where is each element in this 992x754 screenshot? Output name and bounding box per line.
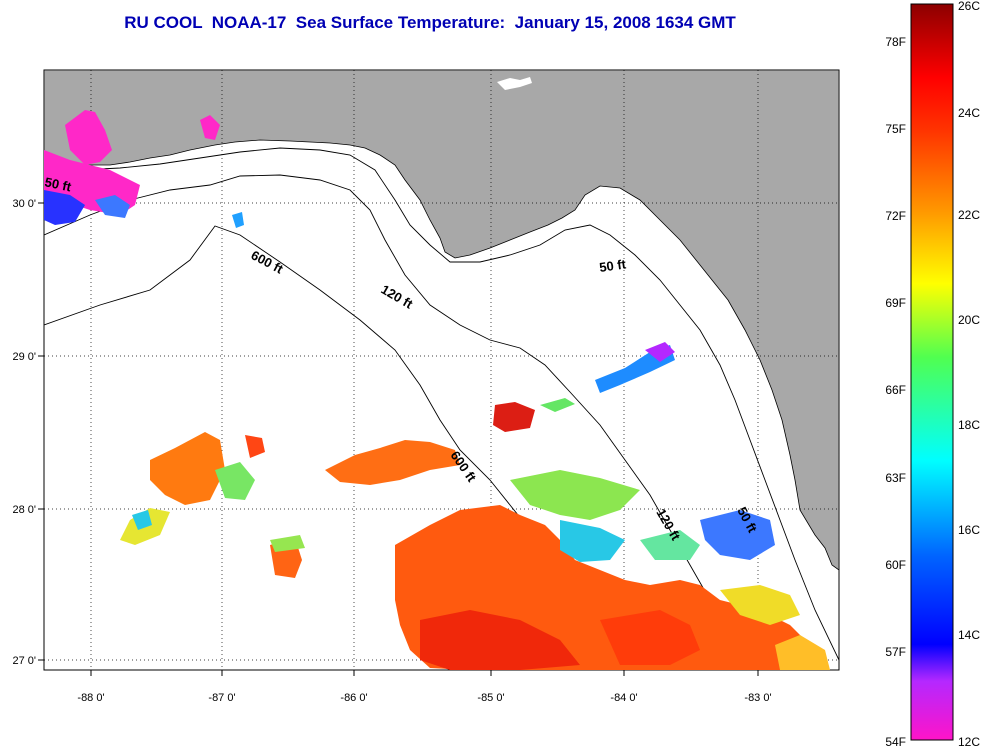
inland-lake bbox=[497, 77, 532, 90]
lon-tick-label: -83 0' bbox=[744, 692, 771, 704]
sst-patch-green-small bbox=[540, 398, 575, 412]
lat-lon-grid bbox=[44, 70, 839, 670]
lon-tick-label: -85 0' bbox=[477, 692, 504, 704]
colorbar-fahrenheit-label: 60F bbox=[885, 558, 906, 572]
sst-patch-south-redorange2 bbox=[600, 610, 700, 665]
colorbar bbox=[910, 3, 954, 741]
lat-tick-label: 28 0' bbox=[12, 504, 36, 516]
sst-patch-west-redorange bbox=[245, 435, 265, 458]
colorbar-celsius-label: 22C bbox=[958, 208, 980, 222]
contour-label: 50 ft bbox=[43, 174, 73, 194]
colorbar-fahrenheit-label: 57F bbox=[885, 645, 906, 659]
lat-tick-label: 30 0' bbox=[12, 198, 36, 210]
colorbar-celsius-label: 26C bbox=[958, 0, 980, 13]
colorbar-celsius-label: 14C bbox=[958, 628, 980, 642]
colorbar-celsius-label: 12C bbox=[958, 735, 980, 749]
colorbar-fahrenheit-label: 54F bbox=[885, 735, 906, 749]
sst-patch-tiny-pink bbox=[200, 115, 220, 140]
sst-patch-east-greenbar bbox=[640, 530, 700, 560]
land-mass bbox=[44, 70, 839, 571]
colorbar-celsius-label: 20C bbox=[958, 313, 980, 327]
lon-tick-label: -86 0' bbox=[340, 692, 367, 704]
sst-patch-red-small bbox=[493, 402, 535, 432]
sst-patch-east-yellow bbox=[720, 585, 800, 625]
colorbar-fahrenheit-label: 75F bbox=[885, 122, 906, 136]
sst-patch-nw-blue2 bbox=[95, 195, 130, 218]
colorbar-celsius-label: 18C bbox=[958, 418, 980, 432]
sst-patch-west-cyan bbox=[132, 510, 152, 530]
sst-patch-sw-green bbox=[270, 535, 305, 552]
sst-patch-east-blue bbox=[700, 510, 775, 560]
sst-patch-center-orange bbox=[325, 440, 460, 485]
colorbar-fahrenheit-label: 66F bbox=[885, 383, 906, 397]
frame-ticks bbox=[38, 202, 759, 676]
map-title: RU COOL NOAA-17 Sea Surface Temperature:… bbox=[124, 13, 736, 32]
contour-label: 50 ft bbox=[598, 256, 627, 275]
sst-patch-west-orange bbox=[150, 432, 225, 505]
sst-patch-nw-pink bbox=[65, 110, 112, 165]
sst-patch-east-green bbox=[510, 470, 640, 520]
colorbar-fahrenheit-label: 69F bbox=[885, 296, 906, 310]
sst-patch-south-red bbox=[420, 610, 580, 670]
lon-tick-label: -88 0' bbox=[77, 692, 104, 704]
sst-patch-west-green bbox=[215, 462, 255, 500]
lat-tick-label: 29 0' bbox=[12, 351, 36, 363]
colorbar-fahrenheit-label: 78F bbox=[885, 35, 906, 49]
sst-data-patches bbox=[44, 110, 830, 670]
colorbar-celsius-label: 16C bbox=[958, 523, 980, 537]
sst-patch-tiny-cyan bbox=[232, 212, 244, 228]
colorbar-fahrenheit-label: 63F bbox=[885, 471, 906, 485]
sst-patch-nw-blue bbox=[44, 190, 85, 225]
lat-tick-label: 27 0' bbox=[12, 655, 36, 667]
lon-tick-label: -87 0' bbox=[208, 692, 235, 704]
contour-120ft bbox=[44, 174, 751, 670]
lon-tick-label: -84 0' bbox=[610, 692, 637, 704]
sst-patch-strip-purple bbox=[645, 342, 675, 362]
sst-patch-east-cyan bbox=[560, 520, 625, 562]
contour-50ft bbox=[44, 147, 839, 661]
colorbar-celsius-label: 24C bbox=[958, 106, 980, 120]
colorbar-fahrenheit-label: 72F bbox=[885, 209, 906, 223]
sst-patch-se-yellow bbox=[775, 635, 830, 670]
